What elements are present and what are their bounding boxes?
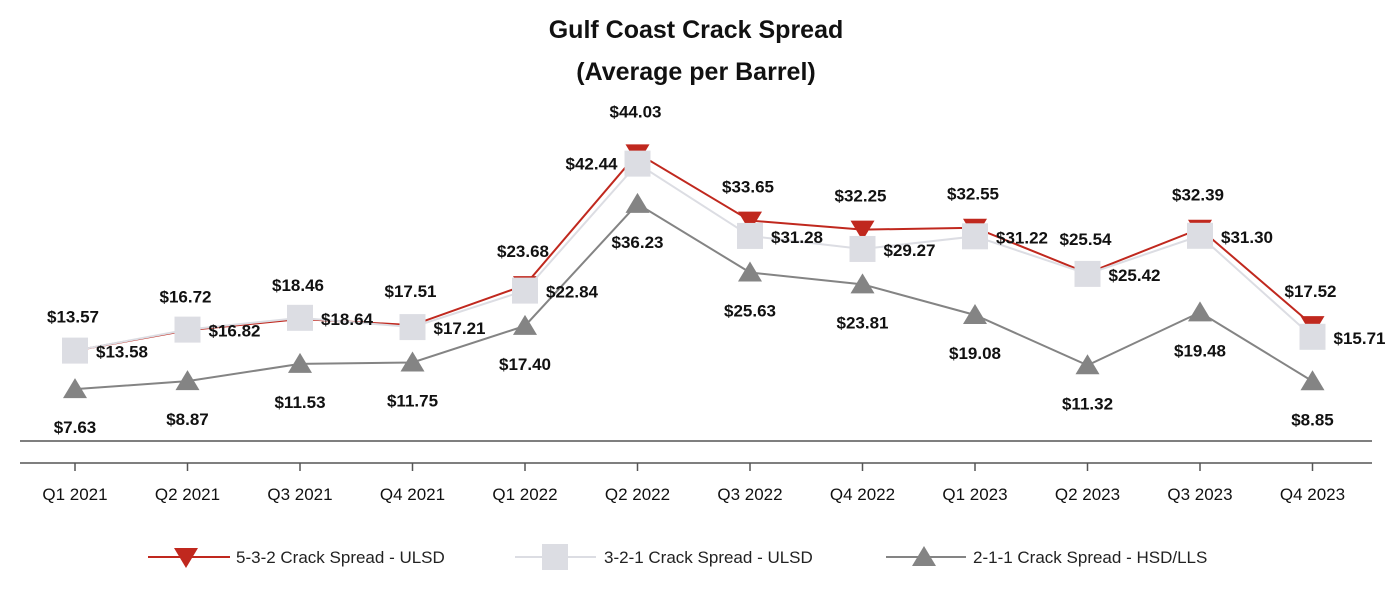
point-3-2-1-crack-spread-ulsd [624,150,651,177]
point-3-2-1-crack-spread-ulsd [849,235,876,262]
data-label-3-2-1-crack-spread-ulsd: $31.28 [771,228,823,247]
data-label-5-3-2-crack-spread-ulsd: $17.52 [1285,282,1337,301]
legend-marker [174,548,198,568]
data-label-5-3-2-crack-spread-ulsd: $44.03 [610,102,662,121]
data-label-3-2-1-crack-spread-ulsd: $17.21 [434,319,486,338]
x-tick-label: Q4 2021 [380,485,445,504]
data-label-2-1-1-crack-spread-hsd-lls: $17.40 [499,355,551,374]
legend-item-5-3-2-crack-spread-ulsd: 5-3-2 Crack Spread - ULSD [148,548,445,568]
x-tick-label: Q1 2022 [492,485,557,504]
data-label-5-3-2-crack-spread-ulsd: $13.57 [47,308,99,327]
point-5-3-2-crack-spread-ulsd [738,211,762,232]
x-tick-label: Q3 2023 [1167,485,1232,504]
x-tick-label: Q3 2021 [267,485,332,504]
point-3-2-1-crack-spread-ulsd [737,222,763,249]
point-2-1-1-crack-spread-hsd-lls [625,192,650,213]
point-3-2-1-crack-spread-ulsd [174,316,201,343]
data-label-3-2-1-crack-spread-ulsd: $18.64 [321,310,374,329]
data-label-3-2-1-crack-spread-ulsd: $22.84 [546,283,599,302]
data-label-3-2-1-crack-spread-ulsd: $25.42 [1109,266,1161,285]
chart-subtitle: (Average per Barrel) [576,58,816,86]
point-2-1-1-crack-spread-hsd-lls [738,261,762,282]
series-line-5-3-2-crack-spread-ulsd [74,152,1314,352]
data-label-5-3-2-crack-spread-ulsd: $25.54 [1060,230,1113,249]
x-tick-label: Q2 2022 [605,485,670,504]
data-label-3-2-1-crack-spread-ulsd: $31.30 [1221,228,1273,247]
x-tick-label: Q1 2023 [942,485,1007,504]
data-label-5-3-2-crack-spread-ulsd: $32.55 [947,185,999,204]
point-2-1-1-crack-spread-hsd-lls [850,273,875,294]
data-label-3-2-1-crack-spread-ulsd: $31.22 [996,228,1048,247]
point-3-2-1-crack-spread-ulsd [399,314,426,341]
series-line-2-1-1-crack-spread-hsd-lls [74,202,1314,391]
data-label-2-1-1-crack-spread-hsd-lls: $19.48 [1174,341,1226,360]
point-2-1-1-crack-spread-hsd-lls [400,351,425,372]
data-label-5-3-2-crack-spread-ulsd: $23.68 [497,242,549,261]
point-2-1-1-crack-spread-hsd-lls [1188,301,1212,322]
data-label-5-3-2-crack-spread-ulsd: $32.39 [1172,186,1224,205]
data-label-2-1-1-crack-spread-hsd-lls: $8.85 [1291,410,1334,429]
legend-label: 5-3-2 Crack Spread - ULSD [236,548,445,567]
legend-marker [912,546,936,566]
point-2-1-1-crack-spread-hsd-lls [513,314,537,335]
data-label-2-1-1-crack-spread-hsd-lls: $7.63 [54,418,97,437]
point-3-2-1-crack-spread-ulsd [512,277,538,304]
data-label-3-2-1-crack-spread-ulsd: $16.82 [209,322,261,341]
point-5-3-2-crack-spread-ulsd [850,220,875,241]
data-label-5-3-2-crack-spread-ulsd: $18.46 [272,276,324,295]
x-tick-label: Q1 2021 [42,485,107,504]
data-label-2-1-1-crack-spread-hsd-lls: $23.81 [837,313,889,332]
point-2-1-1-crack-spread-hsd-lls [288,352,312,373]
x-tick-label: Q3 2022 [717,485,782,504]
data-label-2-1-1-crack-spread-hsd-lls: $36.23 [612,233,664,252]
data-label-2-1-1-crack-spread-hsd-lls: $11.32 [1062,394,1113,413]
point-2-1-1-crack-spread-hsd-lls [63,378,87,399]
data-label-5-3-2-crack-spread-ulsd: $32.25 [835,187,887,206]
point-2-1-1-crack-spread-hsd-lls [1075,354,1100,375]
data-label-5-3-2-crack-spread-ulsd: $17.51 [385,282,437,301]
data-label-3-2-1-crack-spread-ulsd: $29.27 [884,241,936,260]
data-label-5-3-2-crack-spread-ulsd: $16.72 [160,287,212,306]
point-3-2-1-crack-spread-ulsd [1074,260,1101,287]
legend-label: 2-1-1 Crack Spread - HSD/LLS [973,548,1207,567]
point-2-1-1-crack-spread-hsd-lls [175,370,200,391]
point-3-2-1-crack-spread-ulsd [1299,323,1326,350]
point-3-2-1-crack-spread-ulsd [962,223,988,250]
point-3-2-1-crack-spread-ulsd [287,304,313,331]
x-tick-label: Q4 2022 [830,485,895,504]
x-tick-label: Q4 2023 [1280,485,1345,504]
data-label-2-1-1-crack-spread-hsd-lls: $19.08 [949,344,1001,363]
point-3-2-1-crack-spread-ulsd [62,337,88,364]
x-tick-label: Q2 2023 [1055,485,1120,504]
legend-label: 3-2-1 Crack Spread - ULSD [604,548,813,567]
point-2-1-1-crack-spread-hsd-lls [963,303,987,324]
data-label-2-1-1-crack-spread-hsd-lls: $8.87 [166,410,209,429]
data-label-3-2-1-crack-spread-ulsd: $13.58 [96,343,148,362]
data-label-2-1-1-crack-spread-hsd-lls: $11.75 [387,391,438,410]
point-3-2-1-crack-spread-ulsd [1187,222,1213,249]
legend-item-2-1-1-crack-spread-hsd-lls: 2-1-1 Crack Spread - HSD/LLS [886,546,1207,567]
data-label-3-2-1-crack-spread-ulsd: $15.71 [1334,329,1386,348]
x-tick-label: Q2 2021 [155,485,220,504]
data-label-2-1-1-crack-spread-hsd-lls: $11.53 [274,393,325,412]
data-label-5-3-2-crack-spread-ulsd: $33.65 [722,178,774,197]
legend-marker [542,544,568,570]
point-2-1-1-crack-spread-hsd-lls [1300,370,1325,391]
data-label-3-2-1-crack-spread-ulsd: $42.44 [566,155,619,174]
data-label-2-1-1-crack-spread-hsd-lls: $25.63 [724,302,776,321]
series-line-3-2-1-crack-spread-ulsd [74,162,1314,352]
legend-item-3-2-1-crack-spread-ulsd: 3-2-1 Crack Spread - ULSD [515,544,813,570]
chart-title: Gulf Coast Crack Spread [548,16,844,44]
